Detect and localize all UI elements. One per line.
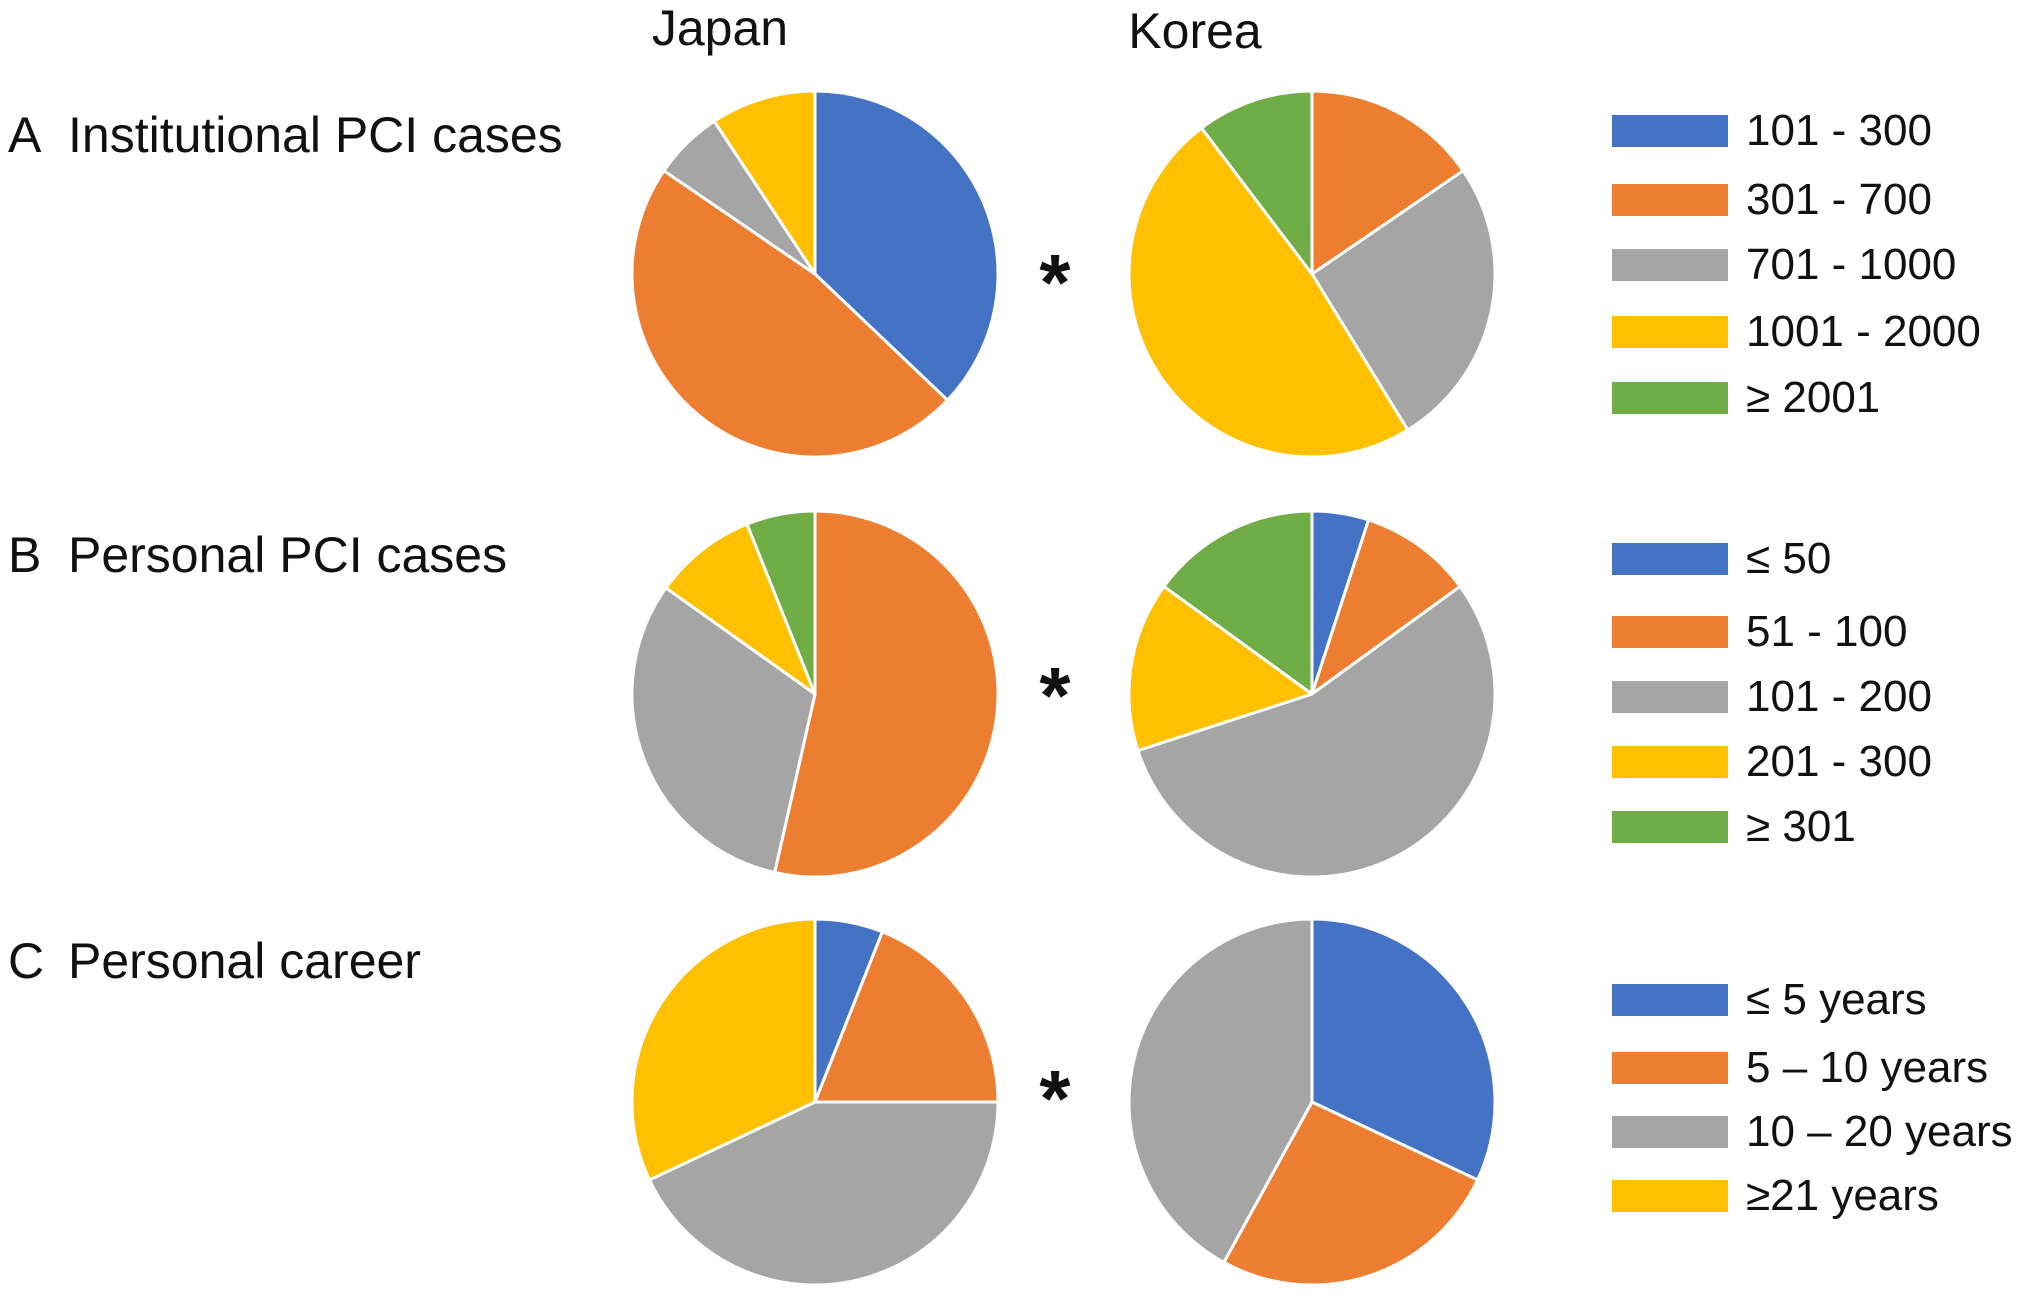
pie-slice-japan-101-200 <box>630 586 817 874</box>
pie-slice-korea-ge-301 <box>1162 509 1314 696</box>
pie-slice-korea-101-200 <box>1136 584 1497 879</box>
pie-slice-korea-301-700 <box>1310 89 1465 276</box>
legend-label-101-200: 101 - 200 <box>1746 672 1932 721</box>
legend-label-201-300: 201 - 300 <box>1746 737 1932 786</box>
pie-slice-korea-le-5-years <box>1310 917 1497 1182</box>
legend-label-ge-301: ≥ 301 <box>1746 802 1856 851</box>
pie-slice-japan-201-300 <box>664 522 817 696</box>
legend-label-301-700: 301 - 700 <box>1746 175 1932 224</box>
legend-swatch-101-300 <box>1612 115 1728 147</box>
legend-panel-c: ≤ 5 years 5 – 10 years 10 – 20 years ≥21 ye… <box>1612 975 2013 1220</box>
panel-letter: B <box>8 527 41 583</box>
legend-label-le-50: ≤ 50 <box>1746 534 1831 583</box>
pie-slice-korea-10-20-years <box>1127 917 1314 1264</box>
significance-marker: * <box>1039 238 1071 327</box>
legend-label-51-100: 51 - 100 <box>1746 607 1907 656</box>
panels: A Institutional PCI cases * 101 - 300 301 - … <box>8 89 2013 1287</box>
legend-swatch-101-200 <box>1612 681 1728 713</box>
column-header-korea: Korea <box>1128 3 1262 59</box>
significance-marker: * <box>1039 651 1071 740</box>
pie-japan <box>630 917 1000 1287</box>
pie-slice-japan-1001-2000 <box>712 89 817 276</box>
pie-slice-korea-201-300 <box>1127 584 1314 753</box>
panel-title: Personal PCI cases <box>68 527 507 583</box>
pie-slice-korea-1001-2000 <box>1127 126 1410 459</box>
legend-swatch-201-300 <box>1612 746 1728 778</box>
pie-slice-japan-101-300 <box>813 89 1000 402</box>
pie-slice-korea-701-1000 <box>1310 169 1497 432</box>
legend-swatch-ge21-years <box>1612 1180 1728 1212</box>
pie-slice-japan-ge21-years <box>630 917 817 1182</box>
legend-swatch-1001-2000 <box>1612 316 1728 348</box>
panel-letter: C <box>8 933 44 989</box>
legend-panel-b: ≤ 50 51 - 100 101 - 200 201 - 300 ≥ 301 <box>1612 534 1932 851</box>
panel-a: A Institutional PCI cases * 101 - 300 301 - … <box>8 89 1981 459</box>
legend-swatch-le-5-years <box>1612 984 1728 1016</box>
legend-swatch-701-1000 <box>1612 249 1728 281</box>
legend-label-10-20-years: 10 – 20 years <box>1746 1107 2013 1156</box>
panel-title: Personal career <box>68 933 421 989</box>
legend-swatch-51-100 <box>1612 616 1728 648</box>
pie-slice-korea-ge-2001 <box>1200 89 1314 276</box>
legend-swatch-ge-301 <box>1612 811 1728 843</box>
legend-label-101-300: 101 - 300 <box>1746 106 1932 155</box>
pie-slice-korea-51-100 <box>1310 518 1462 696</box>
panel-title: Institutional PCI cases <box>68 107 563 163</box>
panel-c: C Personal career * ≤ 5 years 5 – 10 years 10… <box>8 917 2013 1287</box>
legend-label-ge-2001: ≥ 2001 <box>1746 373 1880 422</box>
pie-slice-japan-ge-301 <box>745 509 817 696</box>
legend-label-5-10-years: 5 – 10 years <box>1746 1043 1988 1092</box>
pie-slice-japan-5-10-years <box>813 930 1000 1104</box>
legend-label-701-1000: 701 - 1000 <box>1746 240 1956 289</box>
pie-korea <box>1127 509 1497 879</box>
pie-slice-japan-301-700 <box>630 169 950 459</box>
legend-swatch-ge-2001 <box>1612 382 1728 414</box>
legend-panel-a: 101 - 300 301 - 700 701 - 1000 1001 - 2000 ≥… <box>1612 106 1981 422</box>
significance-marker: * <box>1039 1054 1071 1143</box>
pie-korea <box>1127 917 1497 1287</box>
column-header-japan: Japan <box>652 0 788 56</box>
pie-japan <box>630 89 1000 459</box>
legend-label-ge21-years: ≥21 years <box>1746 1171 1939 1220</box>
legend-swatch-301-700 <box>1612 184 1728 216</box>
legend-label-le-5-years: ≤ 5 years <box>1746 975 1927 1024</box>
pie-slice-japan-51-100 <box>773 509 1000 879</box>
legend-label-1001-2000: 1001 - 2000 <box>1746 307 1981 356</box>
legend-swatch-5-10-years <box>1612 1052 1728 1084</box>
pie-slice-japan-10-20-years <box>647 1100 1000 1287</box>
pie-korea <box>1127 89 1497 459</box>
panel-b: B Personal PCI cases * ≤ 50 51 - 100 101 - 20… <box>8 509 1932 879</box>
legend-swatch-10-20-years <box>1612 1116 1728 1148</box>
panel-letter: A <box>8 107 42 163</box>
legend-swatch-le-50 <box>1612 543 1728 575</box>
pie-japan <box>630 509 1000 879</box>
